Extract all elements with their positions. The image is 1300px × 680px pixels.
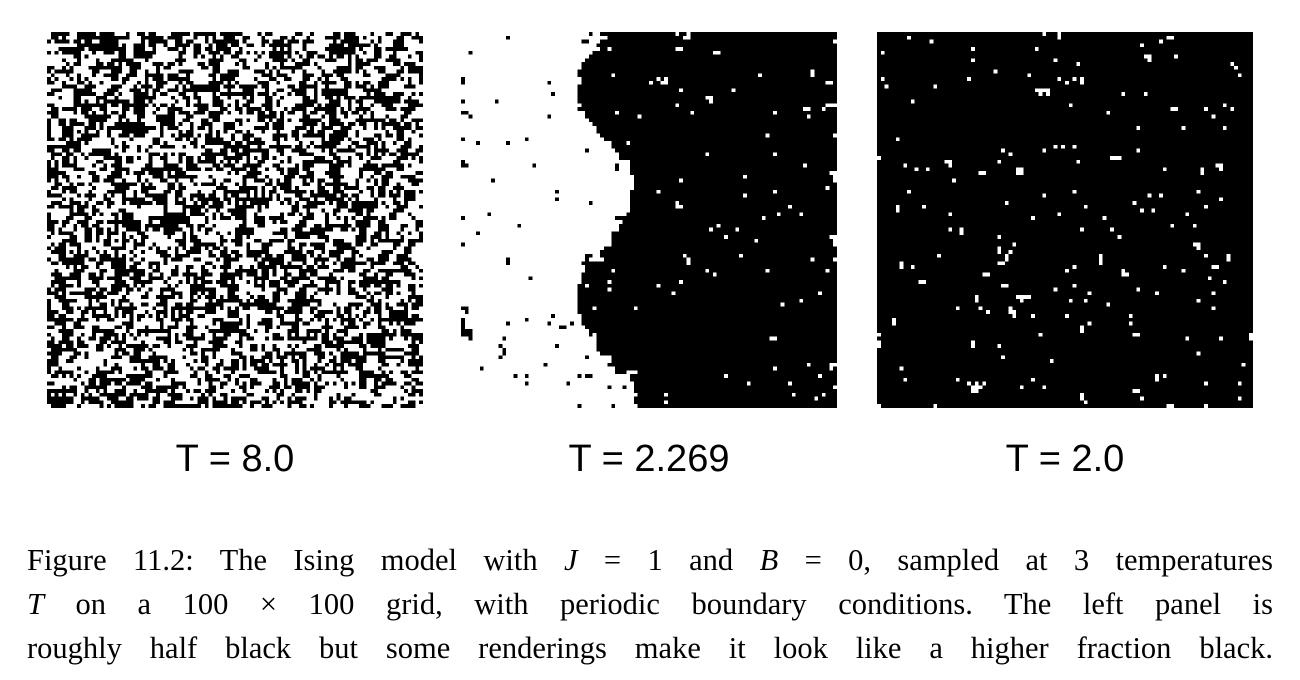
caption-text: on a 100 × 100 grid, with periodic bound… xyxy=(43,587,1274,621)
panel-low-temperature: T = 2.0 xyxy=(877,32,1253,480)
panel-label: T = 8.0 xyxy=(175,438,295,480)
caption-line: T on a 100 × 100 grid, with periodic bou… xyxy=(27,582,1273,626)
ising-lattice-image xyxy=(47,32,423,408)
ising-lattice-image xyxy=(877,32,1253,408)
panel-label: T = 2.0 xyxy=(1005,438,1125,480)
figure-caption: Figure 11.2: The Ising model with J = 1 … xyxy=(27,538,1273,670)
caption-text: Figure 11.2: The Ising model with xyxy=(27,543,564,577)
caption-line: roughly half black but some renderings m… xyxy=(27,626,1273,670)
panel-high-temperature: T = 8.0 xyxy=(47,32,423,480)
math-symbol: T xyxy=(27,587,44,621)
caption-text: roughly half black but some renderings m… xyxy=(27,631,1273,665)
panel-critical-temperature: T = 2.269 xyxy=(461,32,837,480)
math-symbol: B xyxy=(759,543,779,577)
caption-line: Figure 11.2: The Ising model with J = 1 … xyxy=(27,538,1273,582)
math-symbol: J xyxy=(563,543,578,577)
caption-text: = 0, sampled at 3 temperatures xyxy=(778,543,1273,577)
ising-lattice-image xyxy=(461,32,837,408)
panel-label: T = 2.269 xyxy=(568,438,730,480)
caption-text: = 1 and xyxy=(577,543,760,577)
